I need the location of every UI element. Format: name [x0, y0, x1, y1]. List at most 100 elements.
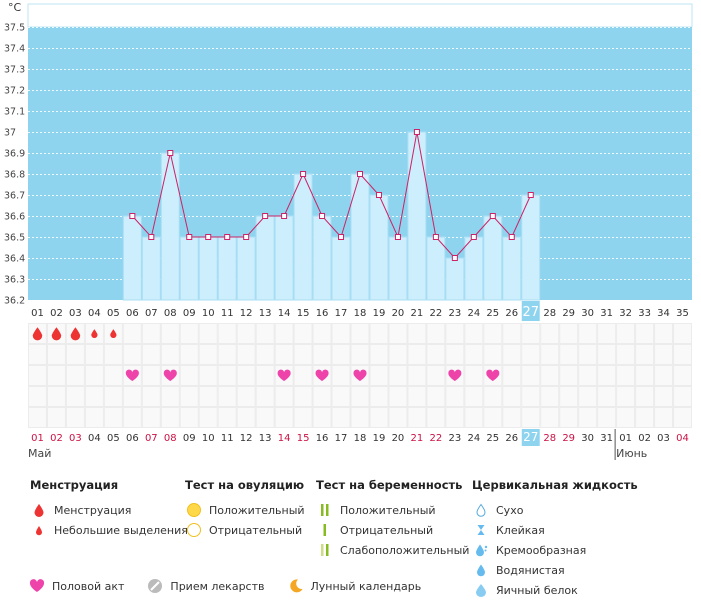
symptom-cell[interactable] [103, 365, 123, 386]
symptom-cell[interactable] [654, 323, 674, 344]
symptom-cell[interactable] [426, 365, 446, 386]
temperature-point[interactable] [300, 171, 307, 177]
symptom-cell[interactable] [198, 344, 218, 365]
symptom-cell[interactable] [46, 386, 66, 407]
symptom-cell[interactable] [616, 365, 636, 386]
symptom-cell[interactable] [217, 407, 237, 428]
symptom-cell[interactable] [654, 365, 674, 386]
symptom-cell[interactable] [274, 407, 294, 428]
symptom-cell[interactable] [521, 407, 541, 428]
symptom-cell[interactable] [122, 323, 142, 344]
temperature-point[interactable] [357, 171, 363, 177]
symptom-cell[interactable] [597, 344, 617, 365]
symptom-cell[interactable] [217, 344, 237, 365]
symptom-cell[interactable] [369, 407, 389, 428]
symptom-cell[interactable] [426, 323, 446, 344]
symptom-cell[interactable] [179, 323, 199, 344]
symptom-cell[interactable] [274, 323, 294, 344]
symptom-cell[interactable] [635, 323, 655, 344]
symptom-cell[interactable] [540, 344, 560, 365]
symptom-cell[interactable] [350, 344, 370, 365]
symptom-cell[interactable] [502, 386, 522, 407]
symptom-cell[interactable] [654, 407, 674, 428]
symptom-cell[interactable] [654, 344, 674, 365]
symptom-cell[interactable] [388, 407, 408, 428]
symptom-cell[interactable] [673, 386, 692, 407]
symptom-cell[interactable] [255, 407, 275, 428]
symptom-cell[interactable] [103, 407, 123, 428]
symptom-cell[interactable] [502, 323, 522, 344]
symptom-cell[interactable] [635, 344, 655, 365]
symptom-cell[interactable] [331, 407, 351, 428]
symptom-cell[interactable] [255, 386, 275, 407]
symptom-cell[interactable] [141, 365, 161, 386]
symptom-cell[interactable] [141, 344, 161, 365]
symptom-cell[interactable] [388, 323, 408, 344]
symptom-cell[interactable] [312, 407, 332, 428]
intercourse-heart-icon[interactable] [486, 369, 500, 381]
symptom-cell[interactable] [160, 344, 180, 365]
symptom-cell[interactable] [559, 407, 579, 428]
symptom-cell[interactable] [122, 407, 142, 428]
temperature-point[interactable] [129, 213, 136, 219]
symptom-cell[interactable] [616, 386, 636, 407]
symptom-cell[interactable] [122, 344, 142, 365]
symptom-cell[interactable] [521, 323, 541, 344]
symptom-cell[interactable] [84, 365, 104, 386]
symptom-cell[interactable] [84, 407, 104, 428]
intercourse-heart-icon[interactable] [448, 369, 462, 381]
symptom-cell[interactable] [28, 386, 47, 407]
temperature-point[interactable] [205, 234, 212, 240]
symptom-cell[interactable] [46, 407, 66, 428]
symptom-cell[interactable] [103, 386, 123, 407]
symptom-cell[interactable] [198, 386, 218, 407]
symptom-cell[interactable] [578, 323, 598, 344]
symptom-cell[interactable] [521, 344, 541, 365]
symptom-cell[interactable] [350, 386, 370, 407]
symptom-cell[interactable] [388, 386, 408, 407]
symptom-cell[interactable] [312, 344, 332, 365]
temperature-point[interactable] [224, 234, 231, 240]
symptom-cell[interactable] [84, 344, 104, 365]
symptom-cell[interactable] [350, 407, 370, 428]
symptom-cell[interactable] [293, 323, 313, 344]
symptom-cell[interactable] [540, 365, 560, 386]
temperature-point[interactable] [338, 234, 345, 240]
symptom-cell[interactable] [426, 386, 446, 407]
symptom-cell[interactable] [616, 407, 636, 428]
symptom-cell[interactable] [426, 344, 446, 365]
symptom-cell[interactable] [217, 386, 237, 407]
symptom-cell[interactable] [255, 344, 275, 365]
symptom-cell[interactable] [65, 407, 85, 428]
symptom-cell[interactable] [559, 386, 579, 407]
symptom-cell[interactable] [559, 323, 579, 344]
symptom-cell[interactable] [597, 407, 617, 428]
symptom-cell[interactable] [483, 323, 503, 344]
symptom-cell[interactable] [331, 344, 351, 365]
temperature-point[interactable] [489, 213, 496, 219]
intercourse-heart-icon[interactable] [353, 369, 367, 381]
symptom-cell[interactable] [369, 344, 389, 365]
symptom-cell[interactable] [407, 323, 427, 344]
symptom-cell[interactable] [179, 407, 199, 428]
symptom-cell[interactable] [445, 344, 465, 365]
symptom-cell[interactable] [160, 386, 180, 407]
symptom-cell[interactable] [350, 323, 370, 344]
symptom-cell[interactable] [673, 344, 692, 365]
symptom-cell[interactable] [65, 365, 85, 386]
temperature-point[interactable] [262, 213, 269, 219]
symptom-cell[interactable] [635, 365, 655, 386]
symptom-cell[interactable] [426, 407, 446, 428]
symptom-cell[interactable] [198, 323, 218, 344]
symptom-cell[interactable] [464, 407, 484, 428]
symptom-cell[interactable] [28, 344, 47, 365]
symptom-cell[interactable] [502, 407, 522, 428]
symptom-cell[interactable] [293, 386, 313, 407]
symptom-cell[interactable] [160, 407, 180, 428]
symptom-cell[interactable] [274, 386, 294, 407]
symptom-cell[interactable] [540, 386, 560, 407]
symptom-cell[interactable] [28, 407, 47, 428]
symptom-cell[interactable] [616, 323, 636, 344]
symptom-cell[interactable] [578, 407, 598, 428]
temperature-point[interactable] [148, 234, 155, 240]
